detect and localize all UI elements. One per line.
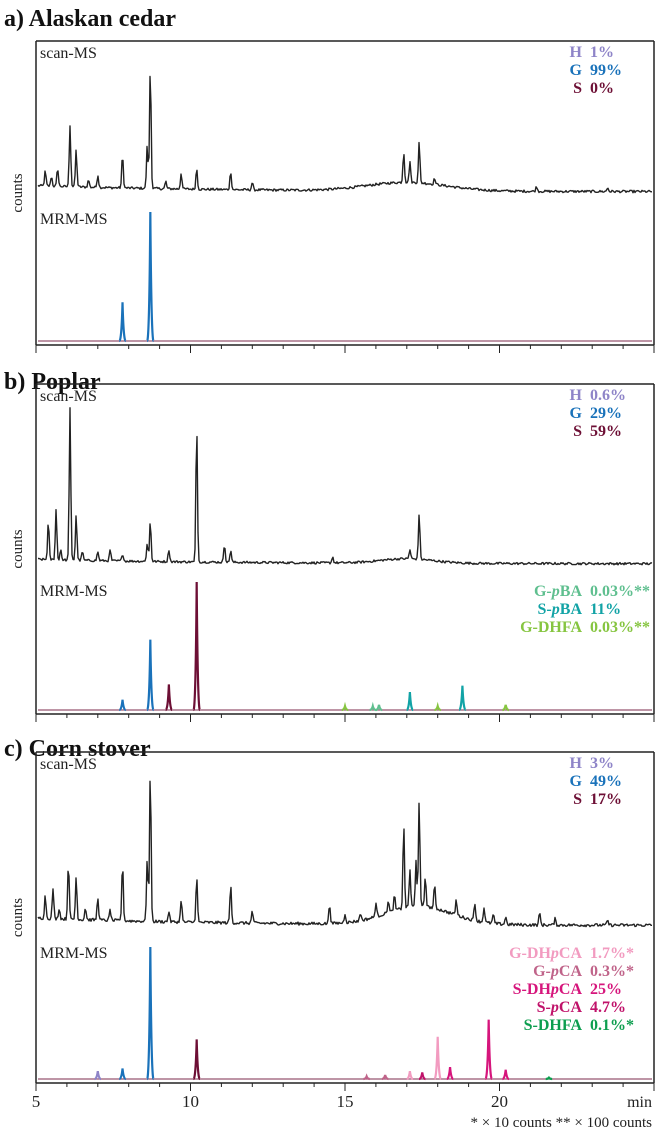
scan-ms-label: scan-MS [40,45,97,62]
scan-ms-trace [38,407,653,566]
mrm-legend-value: 25% [590,981,622,998]
mrm-peak [418,1072,426,1081]
mrm-legend-value: 0.1%* [590,1017,634,1034]
y-axis-label: counts [10,529,26,568]
mrm-legend-value: 0.03%** [590,583,650,600]
mrm-peak [118,1068,127,1081]
mrm-legend-value: 0.03%** [590,619,650,636]
y-axis-label: counts [10,173,26,212]
panel-1: a) Alaskan cedar counts scan-MS MRM-MS H 1% G 9… [4,6,655,353]
composition-key: S [573,423,582,440]
composition-key: H [570,44,583,61]
mrm-peak [94,1070,102,1081]
y-axis-label: counts [10,898,26,937]
composition-value: 3% [590,755,614,772]
mrm-legend-label: S-DHpCA [513,981,583,998]
composition-value: 49% [590,773,622,790]
mrm-peak [375,704,383,712]
mrm-legend-value: 1.7%* [590,945,634,962]
composition-key: G [570,62,583,79]
mrm-peak [484,1019,493,1081]
panel-title: c) Corn stover [4,736,151,762]
panel-title: a) Alaskan cedar [4,6,176,32]
mrm-peak [118,302,127,343]
mrm-peak [406,1070,414,1081]
x-tick-label: 10 [182,1092,199,1111]
panel-3: c) Corn stover counts scan-MS MRM-MS H 3% G 49%… [4,736,655,1091]
composition-value: 0.6% [590,387,626,404]
mrm-peak [406,692,414,712]
composition-value: 29% [590,405,622,422]
mrm-peak [119,699,127,712]
mrm-peak [434,701,442,712]
mrm-legend-label: S-pBA [538,601,583,618]
mrm-legend-value: 4.7% [590,999,626,1016]
mrm-peak [146,211,155,343]
mrm-peak [458,685,467,712]
mrm-peak [502,704,510,712]
composition-key: G [570,405,583,422]
mrm-legend-label: G-DHFA [520,619,582,636]
mrm-legend-label: S-pCA [537,999,583,1016]
composition-value: 0% [590,80,614,97]
composition-value: 99% [590,62,622,79]
mrm-legend-label: G-pCA [533,963,582,980]
panel-2: b) Poplar counts scan-MS MRM-MS H 0.6% G 29% S 59… [4,369,655,722]
mrm-peak [433,1036,442,1081]
mrm-peak [446,1067,454,1081]
x-axis-unit-label: min [627,1094,652,1111]
mrm-peak [363,1073,370,1081]
composition-key: H [570,387,583,404]
scan-ms-label: scan-MS [40,756,97,773]
composition-key: S [573,791,582,808]
mrm-peak [164,684,174,712]
mrm-ms-label: MRM-MS [40,211,108,228]
mrm-peak [341,701,349,712]
x-tick-label: 15 [337,1092,354,1111]
footnote: * × 10 counts ** × 100 counts [471,1115,653,1131]
composition-key: S [573,80,582,97]
mrm-legend-label: S-DHFA [524,1017,583,1034]
mrm-legend-label: G-pBA [534,583,582,600]
x-tick-label: 20 [491,1092,508,1111]
mrm-legend-value: 0.3%* [590,963,634,980]
mrm-peak [381,1074,389,1081]
mrm-peak [545,1075,553,1081]
composition-key: G [570,773,583,790]
mrm-peak [369,701,377,712]
x-tick-label: 5 [32,1092,41,1111]
mrm-peak [146,946,155,1081]
mrm-ms-label: MRM-MS [40,583,108,600]
composition-value: 59% [590,423,622,440]
mrm-legend-label: G-DHpCA [509,945,582,962]
scan-ms-trace [37,780,652,928]
composition-key: H [570,755,583,772]
mrm-ms-label: MRM-MS [40,945,108,962]
composition-value: 17% [590,791,622,808]
mrm-peak [192,581,201,712]
composition-value: 1% [590,44,614,61]
panel-title: b) Poplar [4,369,101,395]
mrm-peak [192,1039,201,1081]
mrm-peak [502,1069,510,1081]
mrm-legend-value: 11% [590,601,621,618]
scan-ms-label: scan-MS [40,388,97,405]
mrm-peak [146,639,155,712]
scan-ms-trace [37,75,653,194]
